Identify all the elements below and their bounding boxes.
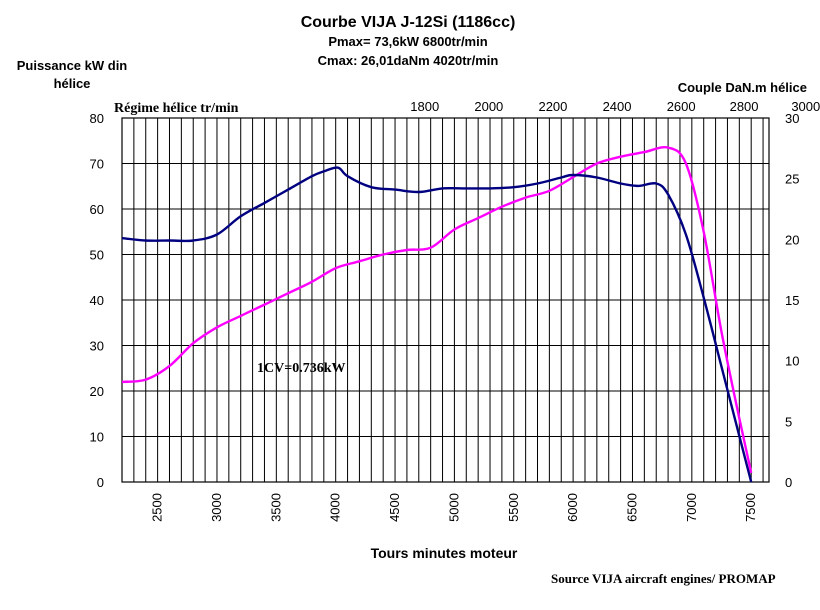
torque-series-line: [121, 166, 753, 483]
series-layer: [121, 145, 753, 483]
x-tick-labels: 2500 3000 3500 4000 4500 5000 5500 6000 6500 7000…: [150, 493, 759, 522]
x-tick-label: 6500: [624, 493, 639, 522]
chart-title: Courbe VIJA J-12Si (1186cc): [301, 14, 516, 31]
x-top-axis-label: Régime hélice tr/min: [114, 101, 239, 116]
plot-frame: [121, 117, 770, 483]
x-tick-label: 7000: [684, 493, 699, 522]
power-series-line: [121, 145, 753, 474]
x-tick-label: 3000: [209, 493, 224, 522]
y-right-tick-labels: 0 5 10 15 20 25 30: [785, 111, 799, 490]
y-left-axis-label-line2: hélice: [54, 76, 91, 91]
y-left-tick-labels: 0 10 20 30 40 50 60 70 80: [90, 111, 104, 490]
conversion-annotation: 1CV=0.736kW: [257, 361, 345, 376]
x-tick-label: 7500: [743, 493, 758, 522]
x-tick-label: 5000: [446, 493, 461, 522]
plot-border: [121, 117, 770, 483]
y-left-tick-label: 20: [90, 384, 104, 399]
x-top-tick-label: 2400: [603, 99, 632, 114]
y-right-tick-label: 15: [785, 293, 799, 308]
y-left-tick-label: 80: [90, 111, 104, 126]
y-left-tick-label: 10: [90, 430, 104, 445]
chart-subtitle-pmax: Pmax= 73,6kW 6800tr/min: [328, 34, 487, 49]
y-right-tick-label: 5: [785, 414, 792, 429]
x-top-tick-label: 3000: [791, 99, 820, 114]
x-tick-label: 4000: [328, 493, 343, 522]
source-note: Source VIJA aircraft engines/ PROMAP: [551, 571, 776, 586]
x-top-tick-label: 2200: [538, 99, 567, 114]
x-tick-label: 3500: [268, 493, 283, 522]
x-top-tick-label: 2000: [474, 99, 503, 114]
y-left-tick-label: 70: [90, 157, 104, 172]
x-tick-label: 2500: [150, 493, 165, 522]
y-right-tick-label: 0: [785, 475, 792, 490]
y-right-axis-label: Couple DaN.m hélice: [678, 80, 807, 95]
x-tick-label: 5500: [506, 493, 521, 522]
y-right-tick-label: 25: [785, 172, 799, 187]
y-left-tick-label: 50: [90, 248, 104, 263]
y-right-tick-label: 10: [785, 354, 799, 369]
x-top-tick-label: 2800: [730, 99, 759, 114]
x-tick-label: 6000: [565, 493, 580, 522]
x-top-tick-labels: 1800 2000 2200 2400 2600 2800 3000: [410, 99, 820, 114]
x-axis-label: Tours minutes moteur: [371, 545, 518, 561]
y-left-tick-label: 60: [90, 202, 104, 217]
chart-subtitle-cmax: Cmax: 26,01daNm 4020tr/min: [318, 53, 499, 68]
y-left-tick-label: 30: [90, 339, 104, 354]
y-left-tick-label: 0: [97, 475, 104, 490]
x-tick-label: 4500: [387, 493, 402, 522]
y-left-tick-label: 40: [90, 293, 104, 308]
grid: [121, 117, 769, 483]
y-left-axis-label-line1: Puissance kW din: [17, 58, 128, 73]
y-right-tick-label: 30: [785, 111, 799, 126]
x-top-tick-label: 1800: [410, 99, 439, 114]
y-right-tick-label: 20: [785, 232, 799, 247]
x-top-tick-label: 2600: [667, 99, 696, 114]
